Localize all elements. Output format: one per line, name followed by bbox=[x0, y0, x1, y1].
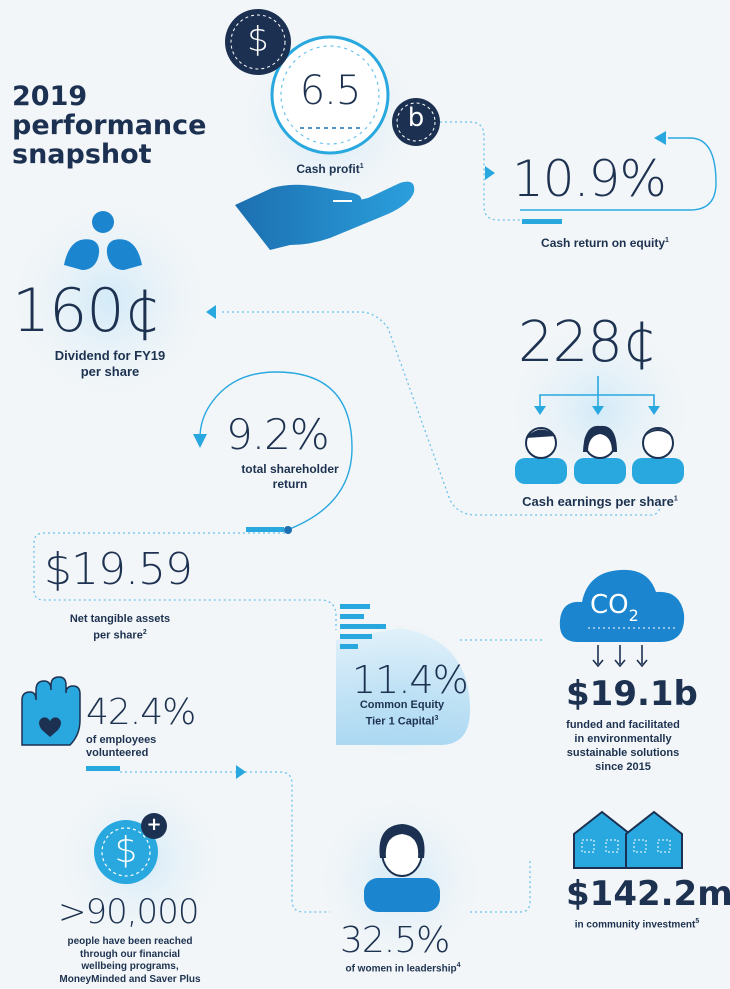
connector-arrow-volunteer bbox=[236, 765, 246, 779]
tsr-arrow-icon bbox=[193, 434, 207, 448]
coin-dollar-icon: $ bbox=[114, 830, 138, 871]
co2-main: CO bbox=[590, 590, 629, 620]
sustainable-label-line-3: sustainable solutions bbox=[566, 747, 680, 759]
title-line-3: snapshot bbox=[12, 139, 152, 170]
tsr-dot bbox=[284, 526, 292, 534]
wellbeing-label-line-4: MoneyMinded and Saver Plus bbox=[59, 973, 201, 985]
logo-mark bbox=[64, 211, 142, 270]
eps-note: 1 bbox=[673, 495, 678, 503]
volunteer-label-line-1: of employees bbox=[86, 734, 157, 746]
dollar-icon: $ bbox=[247, 20, 269, 60]
cet1-bars-icon bbox=[340, 604, 386, 649]
dividend-label: Dividend for FY19 per share bbox=[30, 348, 190, 380]
roe-note: 1 bbox=[665, 237, 669, 244]
plus-icon: + bbox=[146, 814, 162, 835]
dividend-label-line-1: Dividend for FY19 bbox=[54, 348, 166, 363]
cet1-shape bbox=[336, 628, 470, 745]
title-line-1: 2019 bbox=[12, 81, 88, 112]
eps-label-text: Cash earnings per share bbox=[522, 494, 674, 509]
nta-label-line-2: per share2 bbox=[50, 626, 190, 643]
billion-icon: b bbox=[407, 103, 425, 133]
volunteer-bar bbox=[86, 766, 120, 771]
nta-note: 2 bbox=[142, 629, 147, 636]
nta-value: $19.59 bbox=[44, 544, 193, 595]
cash-profit-value: 6.5 bbox=[299, 68, 362, 114]
cash-profit-inner-ring bbox=[280, 45, 380, 145]
cloud-icon bbox=[559, 569, 685, 642]
cash-profit-label-text: Cash profit bbox=[296, 162, 360, 176]
cet1-note: 3 bbox=[434, 715, 439, 722]
roe-curve bbox=[520, 137, 717, 211]
community-label-text: in community investment bbox=[574, 919, 696, 931]
dividend-label-line-2: per share bbox=[80, 364, 140, 379]
cash-profit-note: 1 bbox=[359, 163, 364, 170]
community-value: $142.2m bbox=[566, 874, 730, 914]
cet1-label: Common Equity Tier 1 Capital3 bbox=[340, 698, 464, 729]
women-value: 32.5% bbox=[340, 920, 450, 961]
glow-dividend bbox=[0, 180, 230, 420]
women-note: 4 bbox=[456, 962, 461, 969]
roe-label-text: Cash return on equity bbox=[541, 236, 666, 250]
tsr-label-line-2: return bbox=[272, 477, 308, 491]
connector-arrow-dividend bbox=[206, 305, 216, 319]
houses-icon bbox=[573, 810, 683, 869]
connector-arrow-roe bbox=[485, 166, 495, 180]
volunteer-label-line-2: volunteered bbox=[86, 747, 149, 759]
wellbeing-label-line-1: people have been reached bbox=[67, 936, 193, 947]
wellbeing-value: >90,000 bbox=[58, 892, 199, 932]
billion-badge bbox=[392, 98, 440, 146]
women-label: of women in leadership4 bbox=[318, 962, 488, 974]
nta-label-line-2-text: per share bbox=[93, 629, 143, 642]
cet1-label-line-2: Tier 1 Capital3 bbox=[340, 712, 464, 729]
cet1-value: 11.4% bbox=[352, 658, 469, 702]
volunteer-value: 42.4% bbox=[86, 692, 196, 733]
wellbeing-label-line-2: through our financial bbox=[80, 948, 180, 960]
roe-label: Cash return on equity1 bbox=[515, 236, 695, 250]
community-label: in community investment5 bbox=[552, 918, 722, 930]
cet1-label-line-1: Common Equity bbox=[359, 699, 445, 711]
eps-branch-arrows bbox=[539, 376, 655, 408]
hand-icon bbox=[235, 181, 415, 250]
cash-profit-label: Cash profit1 bbox=[270, 162, 390, 176]
dollar-badge bbox=[225, 9, 291, 75]
roe-arrow-icon bbox=[654, 131, 666, 145]
tsr-curve bbox=[199, 371, 353, 531]
roe-value: 10.9% bbox=[512, 150, 667, 208]
tsr-bar bbox=[246, 527, 284, 532]
nta-label: Net tangible assets per share2 bbox=[50, 612, 190, 643]
plus-badge bbox=[141, 813, 167, 839]
tsr-value: 9.2% bbox=[226, 410, 330, 459]
coin-icon bbox=[94, 820, 158, 884]
sustainable-label-line-2: in environmentally bbox=[574, 733, 672, 745]
women-label-text: of women in leadership bbox=[345, 963, 457, 975]
cet1-label-line-2-text: Tier 1 Capital bbox=[365, 715, 435, 728]
community-note: 5 bbox=[695, 918, 700, 925]
sustainable-label: funded and facilitated in environmentall… bbox=[538, 718, 708, 774]
volunteer-label: of employees volunteered bbox=[86, 734, 206, 760]
roe-bar bbox=[522, 219, 562, 224]
sustainable-label-line-1: funded and facilitated bbox=[566, 719, 680, 731]
sustainable-label-line-4: since 2015 bbox=[595, 761, 651, 773]
cash-profit-circle bbox=[270, 35, 390, 155]
eps-label: Cash earnings per share1 bbox=[500, 494, 700, 509]
people-icon bbox=[515, 425, 684, 484]
eps-value: 228¢ bbox=[518, 310, 658, 375]
page-title: 2019 performance snapshot bbox=[12, 82, 252, 169]
dividend-value: 160¢ bbox=[12, 276, 162, 346]
tsr-label-line-1: total shareholder bbox=[241, 462, 339, 476]
wellbeing-label-line-3: wellbeing programs, bbox=[81, 961, 179, 972]
co2-sub: 2 bbox=[628, 606, 639, 625]
title-line-2: performance bbox=[12, 110, 207, 141]
raised-hand-icon bbox=[21, 676, 81, 746]
nta-label-line-1: Net tangible assets bbox=[69, 613, 171, 625]
woman-icon bbox=[364, 824, 440, 912]
sustainable-value: $19.1b bbox=[566, 674, 698, 714]
wellbeing-label: people have been reached through our fin… bbox=[30, 936, 230, 986]
tsr-label: total shareholder return bbox=[220, 462, 360, 492]
co2-icon: CO2 bbox=[590, 590, 639, 625]
rain-arrows bbox=[592, 645, 648, 668]
